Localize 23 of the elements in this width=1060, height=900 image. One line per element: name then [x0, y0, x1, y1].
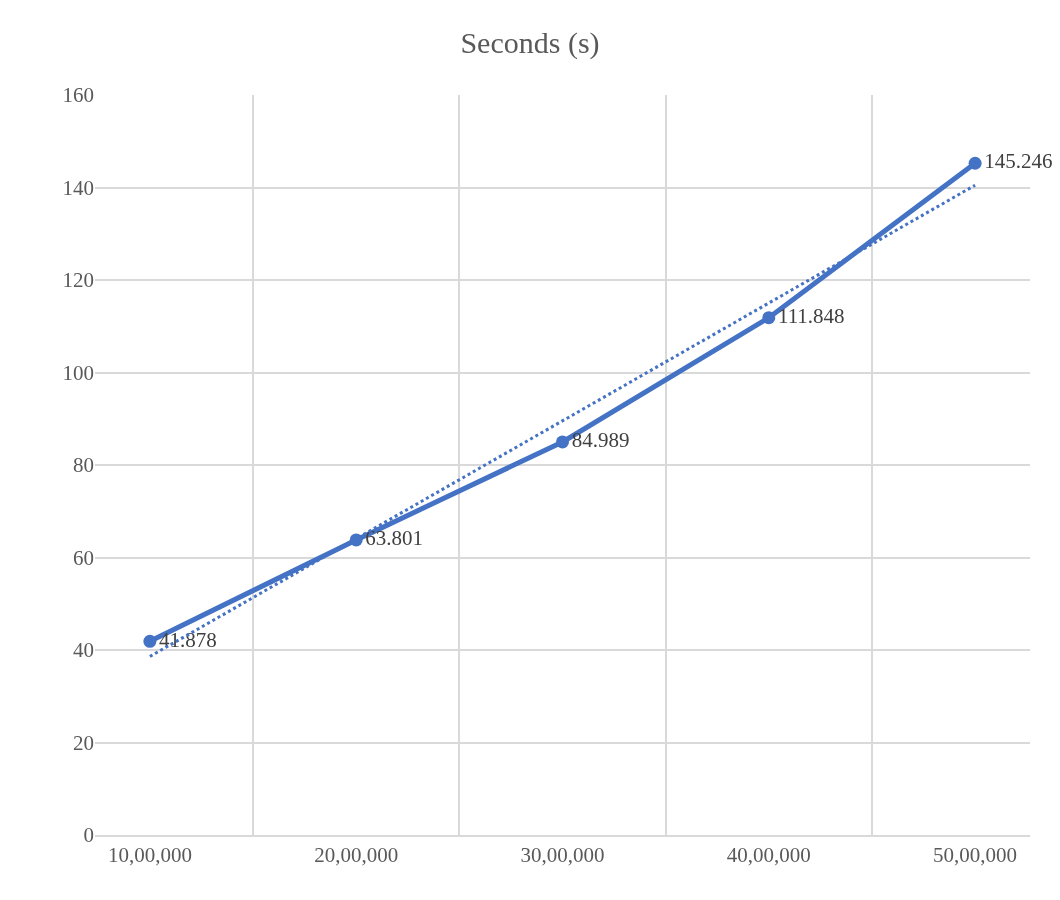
y-tick-label: 0	[83, 823, 94, 848]
x-tick-label: 30,00,000	[520, 842, 605, 867]
data-label: 111.848	[777, 303, 845, 328]
point	[556, 435, 569, 449]
y-tick-label: 120	[62, 268, 94, 293]
data-label: 84.989	[571, 428, 630, 453]
y-tick-label: 40	[73, 638, 94, 663]
point	[762, 311, 776, 325]
data-label: 63.801	[365, 526, 424, 551]
y-tick-label: 100	[62, 360, 94, 385]
data-label: 145.246	[984, 149, 1053, 174]
x-tick-label: 50,00,000	[933, 842, 1018, 867]
y-tick-label: 160	[62, 83, 94, 108]
point	[143, 634, 157, 648]
y-tick-label: 80	[73, 453, 94, 478]
point	[968, 156, 982, 170]
y-tick-label: 60	[73, 545, 94, 570]
x-tick-label: 10,00,000	[107, 842, 192, 867]
x-tick-label: 20,00,000	[314, 842, 399, 867]
x-tick-label: 40,00,000	[726, 842, 811, 867]
chart-title: Seconds (s)	[460, 25, 600, 60]
y-tick-label: 140	[62, 175, 94, 200]
y-tick-label: 20	[73, 730, 94, 755]
